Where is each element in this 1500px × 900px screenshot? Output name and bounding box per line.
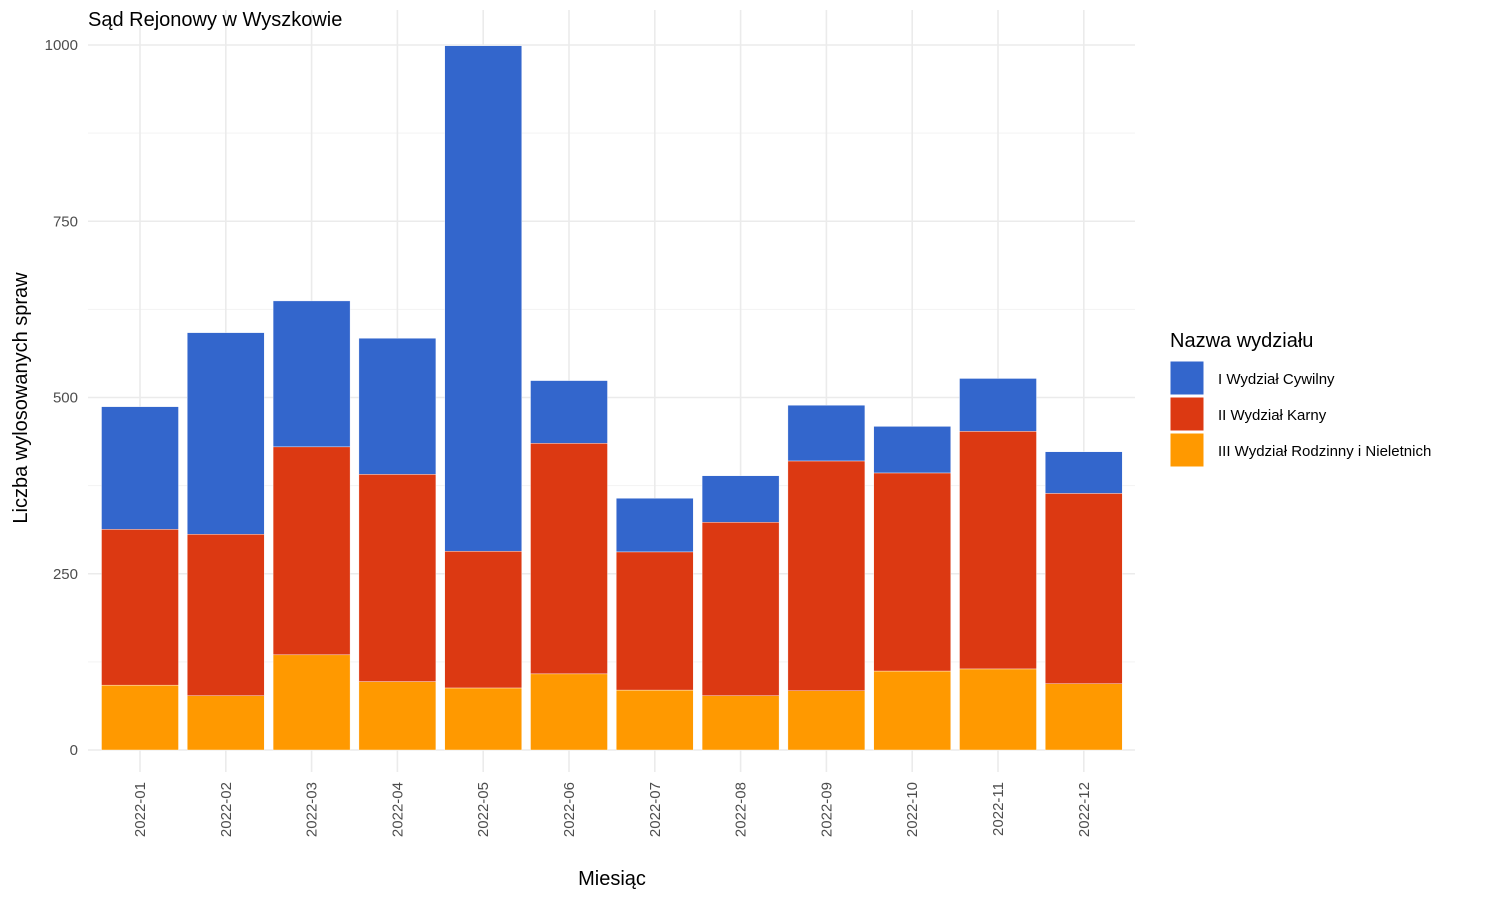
x-axis-ticks: 2022-01 2022-02 2022-03 2022-04 2022-05 2022-… (132, 782, 1093, 837)
x-tick-label: 2022-09 (818, 782, 835, 837)
bar-segment (187, 534, 265, 696)
bar-segment (530, 673, 608, 751)
x-axis-title: Miesiąc (578, 868, 646, 890)
bar-segment (530, 443, 608, 675)
y-tick-label: 750 (53, 213, 78, 230)
bar-segment (1045, 493, 1123, 684)
bar-segment (959, 431, 1037, 670)
legend-label: III Wydział Rodzinny i Nieletnich (1218, 443, 1431, 460)
legend: Nazwa wydziału I Wydział Cywilny II Wydzi… (1169, 330, 1431, 468)
bar-segment (358, 681, 437, 751)
bar-segment (959, 378, 1037, 432)
bar-segment (101, 406, 179, 530)
bar-segment (444, 687, 522, 751)
bar-segment (701, 522, 780, 696)
bar-segment (787, 690, 866, 751)
bar-segment (272, 654, 351, 751)
bar-segment (616, 689, 694, 751)
legend-label: II Wydział Karny (1218, 407, 1327, 424)
bar-segment (701, 475, 780, 523)
bar-segment (187, 695, 265, 751)
x-tick-label: 2022-10 (904, 782, 921, 837)
y-tick-label: 0 (70, 742, 78, 759)
bars (101, 45, 1123, 751)
x-tick-label: 2022-05 (475, 782, 492, 837)
y-axis-title: Liczba wylosowanych spraw (10, 272, 32, 524)
bar-segment (187, 332, 265, 535)
y-tick-label: 500 (53, 390, 78, 407)
x-tick-label: 2022-11 (990, 782, 1007, 836)
bar-segment (959, 668, 1037, 751)
bar-segment (873, 472, 951, 672)
legend-swatch (1169, 396, 1205, 432)
bar-segment (787, 460, 866, 691)
bar-segment (444, 550, 522, 689)
bar-segment (358, 474, 437, 682)
bar-segment (616, 498, 694, 553)
x-tick-label: 2022-08 (733, 782, 750, 837)
x-tick-label: 2022-03 (304, 782, 321, 837)
legend-label: I Wydział Cywilny (1218, 371, 1335, 388)
bar-segment (873, 426, 951, 474)
bar-segment (358, 338, 437, 475)
bar-segment (272, 300, 351, 448)
legend-swatch (1169, 360, 1205, 396)
y-tick-label: 1000 (45, 37, 78, 54)
bar-segment (101, 529, 179, 686)
bar-segment (530, 380, 608, 444)
bar-segment (873, 670, 951, 751)
x-tick-label: 2022-04 (389, 782, 406, 837)
legend-swatch (1169, 432, 1205, 468)
bar-segment (101, 684, 179, 751)
y-tick-label: 250 (53, 566, 78, 583)
x-tick-label: 2022-02 (218, 782, 235, 837)
bar-segment (701, 695, 780, 751)
chart-title: Sąd Rejonowy w Wyszkowie (88, 9, 342, 31)
bar-segment (787, 405, 866, 462)
y-axis-ticks: 0 250 500 750 1000 (45, 37, 78, 759)
bar-segment (1045, 451, 1123, 494)
bar-segment (1045, 683, 1123, 751)
x-tick-label: 2022-01 (132, 782, 149, 837)
bar-segment (444, 45, 522, 552)
legend-title: Nazwa wydziału (1170, 330, 1313, 352)
x-tick-label: 2022-07 (647, 782, 664, 837)
bar-segment (272, 446, 351, 656)
bar-segment (616, 551, 694, 691)
x-tick-label: 2022-06 (561, 782, 578, 837)
x-tick-label: 2022-12 (1076, 782, 1093, 837)
